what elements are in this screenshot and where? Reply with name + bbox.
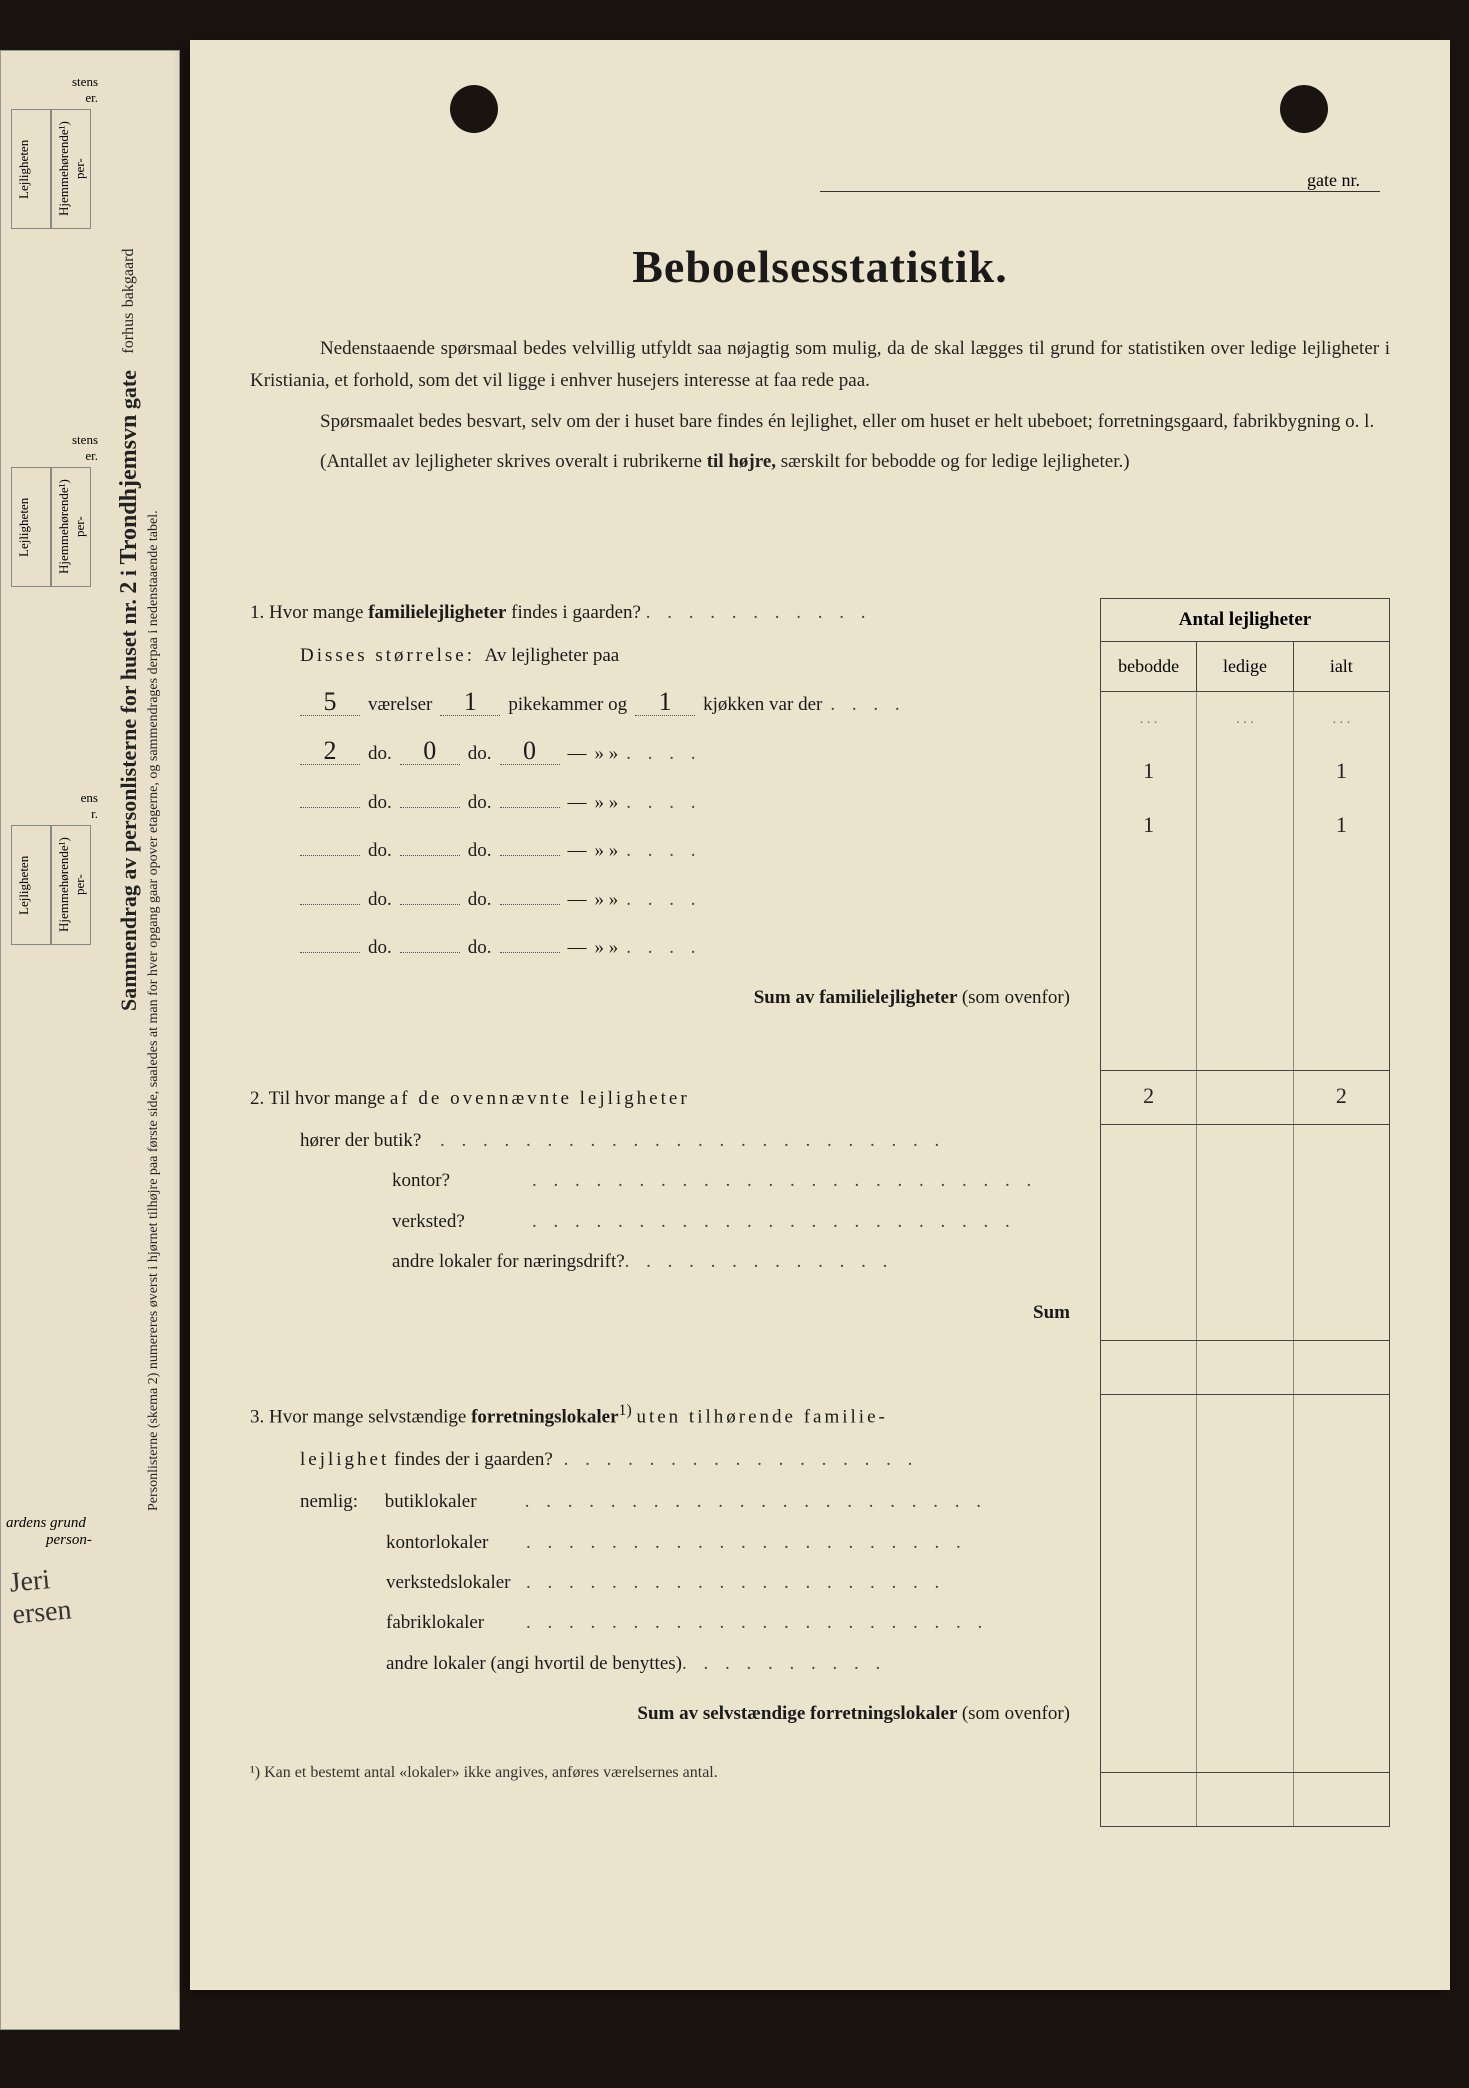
left-sheet: Sammendrag av personlisterne for huset n… (0, 50, 180, 2030)
gate-nr-line: gate nr. (820, 170, 1380, 192)
table-row (1101, 854, 1389, 908)
table-row: . . .. . .. . . (1101, 692, 1389, 746)
question-1: 1. Hvor mange familielejligheter findes … (250, 598, 1070, 1014)
table-row (1101, 1124, 1389, 1178)
vaerelser-1: 2 (300, 738, 360, 765)
size-row: do. do. — » ». . . . (300, 788, 1070, 818)
table-row (1101, 1232, 1389, 1286)
questions: 1. Hvor mange familielejligheter findes … (250, 598, 1070, 1785)
left-table-fragment: stenser. Lejligheten Hjemmehørende¹) per… (11, 71, 101, 945)
left-stens2: stenser. (11, 429, 101, 467)
left-ens: ensr. (11, 787, 101, 825)
size-row: 2do. 0do. 0— » ». . . . (300, 738, 1070, 769)
footnote: ¹) Kan et bestemt antal «lokaler» ikke a… (250, 1760, 1070, 1786)
table-row (1101, 1016, 1389, 1070)
intro-p2: Spørsmaalet bedes besvart, selv om der i… (250, 406, 1390, 438)
left-heading-i: i (116, 570, 141, 576)
table-row: 11 (1101, 800, 1389, 854)
table-row (1101, 1556, 1389, 1610)
table-row (1101, 1664, 1389, 1718)
left-forhus: forhus (120, 313, 137, 354)
table-row (1101, 1610, 1389, 1664)
table-sum3 (1101, 1772, 1389, 1826)
question-3: 3. Hvor mange selvstændige forretningslo… (250, 1398, 1070, 1729)
pikekammer-1: 0 (400, 738, 460, 765)
signature: Jeriersen (8, 1563, 72, 1632)
table-row (1101, 1448, 1389, 1502)
table-row (1101, 1502, 1389, 1556)
kjokken-0: 1 (635, 689, 695, 716)
table-row (1101, 1178, 1389, 1232)
sum-familielejligheter: Sum av familielejligheter (som ovenfor) (250, 983, 1070, 1013)
size-row: do. do. — » ». . . . (300, 836, 1070, 866)
col-ialt: ialt (1294, 642, 1389, 691)
left-instructions: Personlisterne (skema 2) numereres øvers… (146, 111, 162, 1511)
page: Sammendrag av personlisterne for huset n… (0, 20, 1469, 2068)
left-heading-text: Sammendrag av personlisterne for huset n… (116, 599, 141, 1011)
size-row: do. do. — » ». . . . (300, 933, 1070, 963)
table-row: 11 (1101, 746, 1389, 800)
table-row (1101, 1394, 1389, 1448)
table-sum2 (1101, 1340, 1389, 1394)
count-table: Antal lejligheter bebodde ledige ialt . … (1100, 598, 1390, 1827)
table-row (1101, 962, 1389, 1016)
kjokken-1: 0 (500, 738, 560, 765)
left-bakgaard: bakgaard (120, 249, 137, 308)
left-gate: gate (116, 370, 141, 409)
main-sheet: gate nr. Beboelsesstatistik. Nedenstaaen… (190, 40, 1450, 1990)
content-area: Antal lejligheter bebodde ledige ialt . … (250, 598, 1390, 1785)
left-col-lejligheten: Lejligheten (11, 109, 51, 229)
left-col-hjemme2: Hjemmehørende¹) per- (51, 467, 91, 587)
sum-q3: Sum av selvstændige forretningslokaler (… (250, 1699, 1070, 1729)
punch-hole-left (450, 85, 498, 133)
left-heading: Sammendrag av personlisterne for huset n… (116, 111, 143, 1011)
left-col-hjemme3: Hjemmehørende¹) per- (51, 825, 91, 945)
page-title: Beboelsesstatistik. (250, 240, 1390, 293)
table-row (1101, 908, 1389, 962)
left-street: Trondhjemsvn (116, 415, 142, 565)
intro-p1: Nedenstaaende spørsmaal bedes velvillig … (250, 333, 1390, 398)
left-col-hjemme: Hjemmehørende¹) per- (51, 109, 91, 229)
left-col-lejligheten3: Lejligheten (11, 825, 51, 945)
pikekammer-0: 1 (440, 689, 500, 716)
question-2: 2. Til hvor mange af de ovennævnte lejli… (250, 1084, 1070, 1328)
punch-hole-right (1280, 85, 1328, 133)
size-row: 5værelser 1pikekammer og 1kjøkken var de… (300, 689, 1070, 720)
vaerelser-0: 5 (300, 689, 360, 716)
sum-q2: Sum (250, 1298, 1070, 1328)
left-house-nr: 2 (116, 582, 142, 594)
size-row: do. do. — » ». . . . (300, 885, 1070, 915)
left-stens: stenser. (11, 71, 101, 109)
table-header: Antal lejligheter (1101, 599, 1389, 642)
gate-label: gate nr. (1307, 170, 1360, 190)
left-grund: ardens grund person- (6, 1515, 92, 1549)
table-row (1101, 1286, 1389, 1340)
table-subhead: bebodde ledige ialt (1101, 642, 1389, 692)
table-sum1: 22 (1101, 1070, 1389, 1124)
table-row (1101, 1718, 1389, 1772)
intro-p3: (Antallet av lejligheter skrives overalt… (250, 446, 1390, 478)
col-ledige: ledige (1197, 642, 1293, 691)
col-bebodde: bebodde (1101, 642, 1197, 691)
left-col-lejligheten2: Lejligheten (11, 467, 51, 587)
